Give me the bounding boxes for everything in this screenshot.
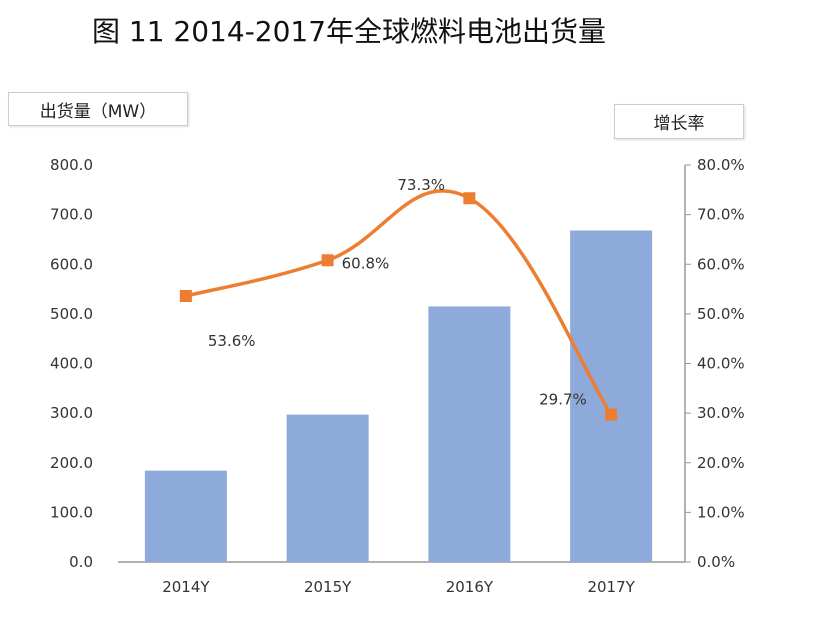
left-tick-label: 800.0 — [50, 156, 93, 174]
bar-2017Y — [570, 230, 653, 562]
line-marker — [321, 254, 334, 267]
right-tick-label: 50.0% — [697, 305, 745, 323]
bar-2016Y — [428, 306, 511, 562]
right-tick-label: 40.0% — [697, 355, 745, 373]
data-label: 60.8% — [342, 254, 390, 272]
x-tick-label: 2017Y — [587, 578, 635, 596]
right-tick-label: 10.0% — [697, 503, 745, 521]
line-marker — [605, 408, 618, 421]
bar-2014Y — [144, 470, 227, 562]
right-tick-label: 80.0% — [697, 156, 745, 174]
bar-2015Y — [286, 414, 369, 562]
x-tick-label: 2015Y — [304, 578, 352, 596]
x-tick-label: 2014Y — [162, 578, 210, 596]
left-tick-label: 400.0 — [50, 355, 93, 373]
left-tick-label: 500.0 — [50, 305, 93, 323]
line-marker — [179, 290, 192, 303]
data-label: 73.3% — [397, 176, 445, 194]
right-tick-label: 20.0% — [697, 454, 745, 472]
right-tick-label: 0.0% — [697, 553, 735, 571]
chart-title: 图 11 2014-2017年全球燃料电池出货量 — [92, 15, 607, 48]
left-tick-label: 0.0 — [69, 553, 93, 571]
right-tick-label: 60.0% — [697, 255, 745, 273]
left-tick-label: 300.0 — [50, 404, 93, 422]
left-tick-label: 200.0 — [50, 454, 93, 472]
data-label: 29.7% — [539, 391, 587, 409]
left-tick-label: 100.0 — [50, 503, 93, 521]
growth-rate-line — [184, 189, 613, 417]
right-tick-label: 70.0% — [697, 206, 745, 224]
data-label: 53.6% — [208, 332, 256, 350]
right-tick-label: 30.0% — [697, 404, 745, 422]
line-marker — [463, 192, 476, 205]
x-tick-label: 2016Y — [446, 578, 494, 596]
left-tick-label: 600.0 — [50, 255, 93, 273]
right-axis-label: 增长率 — [614, 104, 744, 139]
left-axis-label: 出货量（MW） — [8, 92, 188, 126]
left-tick-label: 700.0 — [50, 206, 93, 224]
